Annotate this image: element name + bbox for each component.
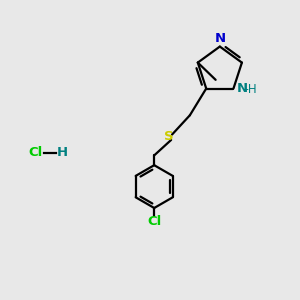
Text: Cl: Cl xyxy=(147,215,161,228)
Text: Cl: Cl xyxy=(28,146,43,160)
Text: N: N xyxy=(214,32,225,45)
Text: –H: –H xyxy=(242,83,257,96)
Text: S: S xyxy=(164,130,174,143)
Text: H: H xyxy=(57,146,68,160)
Text: N: N xyxy=(237,82,248,95)
